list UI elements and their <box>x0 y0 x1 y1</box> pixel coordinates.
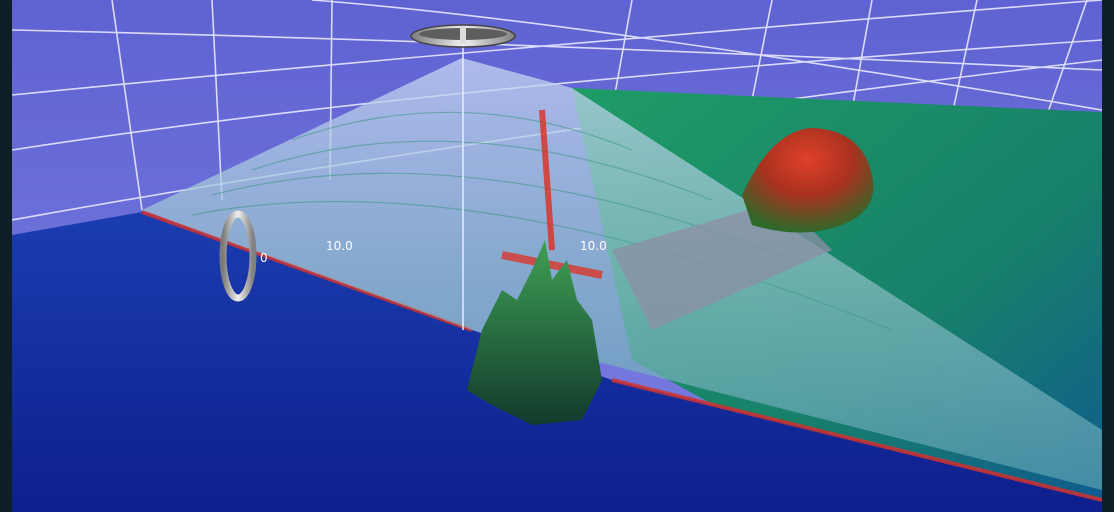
seabed-ridge-lines <box>141 210 1102 502</box>
range-label-left: 10.0 <box>326 239 353 253</box>
ring-marker-label: 0 <box>260 251 268 265</box>
sonar-transducer-icon[interactable] <box>410 24 516 48</box>
range-label-right: 10.0 <box>580 239 607 253</box>
sonar-scene-svg: 10.0 10.0 0 <box>12 0 1102 512</box>
ring-marker-icon[interactable] <box>219 210 257 302</box>
seabed-reflector-band <box>612 200 832 330</box>
sonar-bottom-return <box>501 109 603 279</box>
sonar-beam-fan <box>142 58 1102 490</box>
sonar-3d-viewport[interactable]: 10.0 10.0 0 <box>12 0 1102 512</box>
seabed-peak-structure <box>467 240 602 425</box>
seabed-mound <box>742 128 874 233</box>
